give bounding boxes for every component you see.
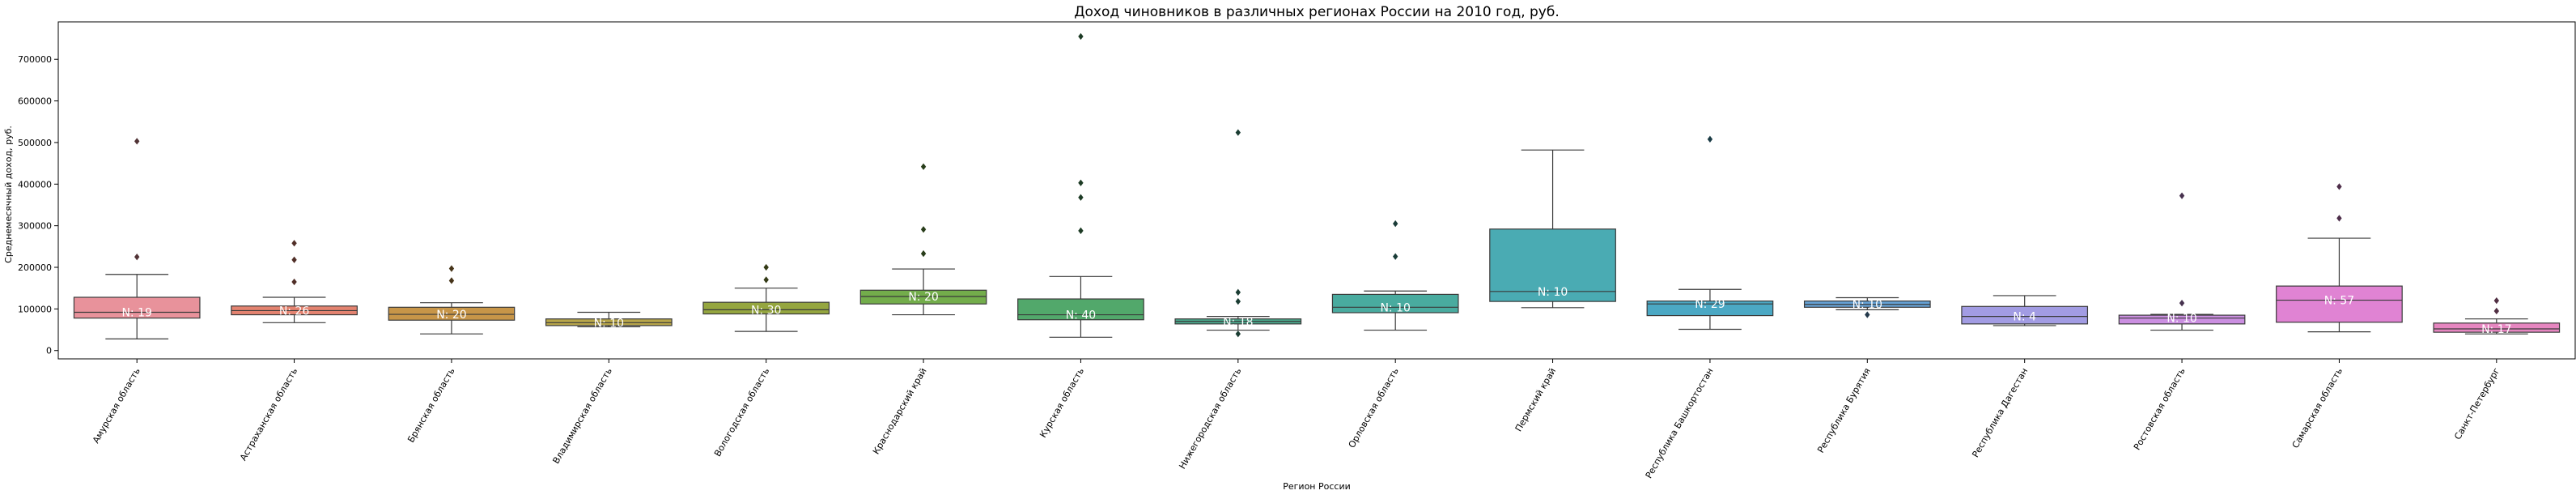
sample-size-label: N: 4: [2013, 311, 2036, 324]
outlier-point: [2493, 296, 2500, 305]
outlier-point: [1078, 227, 1084, 234]
outlier-point: [920, 226, 927, 233]
outlier-point: [2336, 215, 2342, 222]
outlier-point: [1078, 32, 1084, 41]
sample-size-label: N: 10: [2166, 313, 2196, 326]
sample-size-label: N: 18: [1223, 316, 1253, 329]
x-tick-label: Самарская область: [2290, 366, 2345, 450]
box: [1331, 293, 1459, 313]
sample-size-label: N: 10: [1852, 299, 1882, 312]
y-axis-label: Среднемесячный доход, руб.: [3, 126, 14, 263]
box: [1646, 301, 1774, 317]
sample-size-label: N: 30: [751, 304, 781, 317]
outlier-point: [1865, 311, 1870, 318]
box: [702, 301, 830, 315]
y-tick-label: 200000: [18, 262, 52, 273]
outlier-point: [291, 278, 297, 286]
sample-size-label: N: 40: [1066, 309, 1096, 322]
outlier-point: [1078, 179, 1084, 186]
outlier-point: [763, 276, 769, 284]
x-tick-label: Нижегородская область: [1177, 366, 1243, 471]
x-tick-label: Краснодарский край: [871, 366, 929, 456]
outlier-point: [1707, 135, 1713, 143]
y-tick-label: 400000: [18, 179, 52, 190]
outlier-point: [1392, 253, 1398, 260]
x-tick-label: Астраханская область: [238, 366, 299, 463]
x-axis-label: Регион России: [1283, 481, 1351, 492]
outlier-point: [920, 250, 927, 258]
x-tick-label: Ростовская область: [2132, 366, 2188, 452]
outlier-point: [134, 138, 140, 145]
x-tick-label: Республика Башкортостан: [1644, 366, 1716, 480]
plot-frame: [57, 21, 2576, 360]
x-tick-label: Республика Дагестан: [1970, 366, 2030, 459]
sample-size-label: N: 10: [1538, 286, 1568, 299]
sample-size-label: N: 20: [436, 309, 466, 322]
outlier-point: [1078, 194, 1084, 201]
box: [1489, 228, 1616, 302]
sample-size-label: N: 20: [908, 291, 938, 304]
outlier-point: [763, 263, 769, 271]
outlier-point: [2493, 307, 2500, 315]
y-tick-label: 700000: [18, 54, 52, 65]
outlier-point: [1235, 297, 1241, 305]
sample-size-label: N: 29: [1695, 298, 1725, 311]
sample-size-label: N: 19: [121, 306, 151, 319]
sample-size-label: N: 17: [2481, 323, 2511, 336]
x-tick-label: Вологодская область: [712, 366, 771, 458]
x-tick-label: Владимирская область: [551, 366, 614, 466]
y-tick-label: 300000: [18, 221, 52, 232]
outlier-point: [1235, 288, 1241, 296]
outlier-point: [448, 265, 455, 272]
sample-size-label: N: 26: [279, 305, 310, 318]
x-tick-label: Курская область: [1038, 366, 1086, 440]
box: [388, 306, 516, 321]
outlier-point: [1392, 220, 1398, 228]
outlier-point: [291, 256, 297, 263]
outlier-point: [448, 277, 455, 284]
plot-area: 0 100000 200000 300000 400000 500000 600000 700…: [18, 32, 2561, 480]
outlier-point: [134, 254, 140, 261]
x-tick-label: Санкт-Петербург: [2452, 366, 2502, 441]
outlier-point: [920, 163, 927, 170]
x-tick-label: Орловская область: [1347, 366, 1401, 450]
sample-size-label: N: 10: [594, 317, 624, 330]
y-tick-label: 500000: [18, 138, 52, 148]
box: [1961, 305, 2089, 325]
box: [1017, 298, 1144, 321]
x-tick-label: Амурская область: [91, 366, 142, 446]
box: [2433, 322, 2561, 333]
x-tick-label: Республика Бурятия: [1815, 366, 1873, 454]
chart-title: Доход чиновников в различных регионах Ро…: [1074, 4, 1560, 20]
outlier-point: [291, 240, 297, 247]
outlier-point: [2179, 300, 2185, 307]
sample-size-label: N: 10: [1380, 301, 1410, 314]
outlier-point: [1235, 129, 1241, 136]
box: [859, 289, 987, 305]
box: [73, 296, 201, 319]
outlier-point: [2336, 183, 2342, 190]
box: [2118, 314, 2246, 325]
outlier-point: [2179, 192, 2185, 199]
box: [2276, 285, 2403, 323]
y-tick-label: 100000: [18, 304, 52, 314]
y-tick-label: 600000: [18, 96, 52, 107]
sample-size-label: N: 57: [2324, 295, 2354, 308]
x-tick-label: Брянская область: [405, 366, 456, 445]
y-tick-label: 0: [46, 346, 52, 356]
x-tick-label: Пермский край: [1513, 366, 1558, 433]
outlier-point: [1235, 331, 1241, 338]
